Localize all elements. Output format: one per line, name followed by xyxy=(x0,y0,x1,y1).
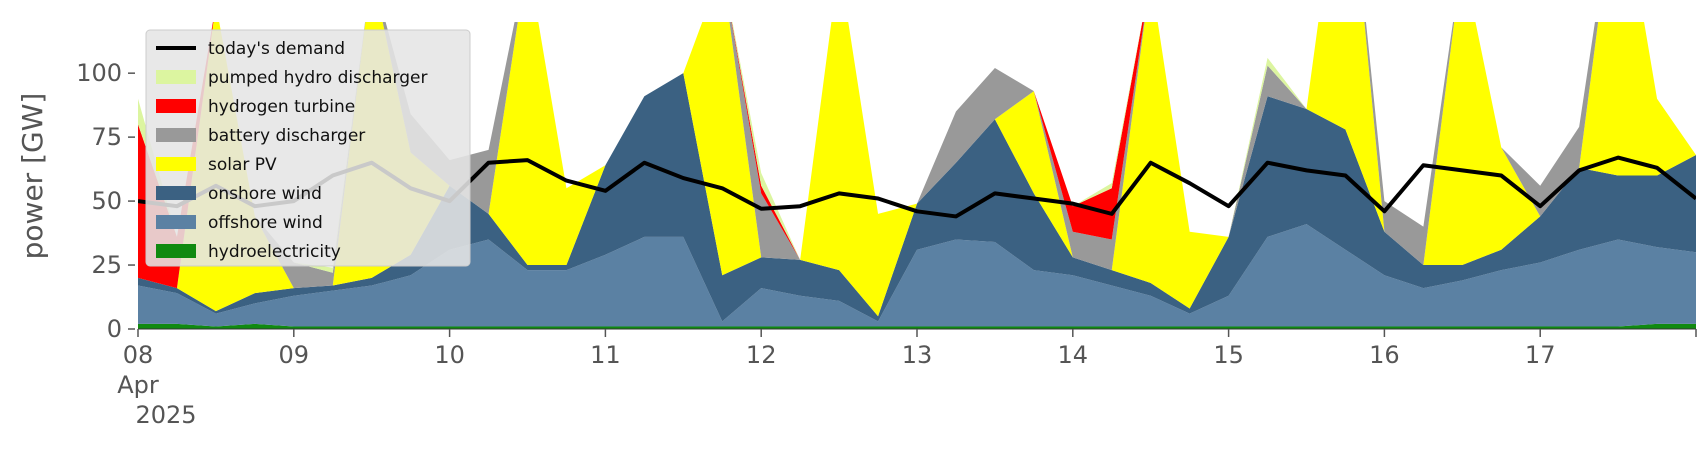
legend-swatch-battery-discharger xyxy=(156,128,196,142)
x-tick-label: 16 xyxy=(1369,341,1400,369)
legend-swatch-offshore-wind xyxy=(156,215,196,229)
x-tick-label: 10 xyxy=(434,341,465,369)
area-hydroelectricity xyxy=(138,323,1696,329)
legend-label-battery-discharger: battery discharger xyxy=(208,126,365,146)
y-tick-label: 100 xyxy=(76,59,122,87)
y-tick-label: 25 xyxy=(91,251,122,279)
legend: today's demand pumped hydro discharger hyd… xyxy=(145,29,471,267)
x-tick-month-label: Apr xyxy=(117,371,159,399)
area-offshore-wind xyxy=(138,224,1696,327)
x-tick-label: 17 xyxy=(1525,341,1556,369)
x-tick-label: 14 xyxy=(1058,341,1089,369)
legend-label-hydroelectricity: hydroelectricity xyxy=(208,242,341,262)
area-solar-pv xyxy=(138,22,1696,317)
y-tick-label: 50 xyxy=(91,187,122,215)
y-tick-label: 75 xyxy=(91,123,122,151)
legend-box xyxy=(145,29,471,267)
legend-label-onshore-wind: onshore wind xyxy=(208,184,322,204)
legend-label-today-s-demand: today's demand xyxy=(208,39,345,59)
legend-swatch-hydrogen-turbine xyxy=(156,99,196,113)
legend-label-solar-pv: solar PV xyxy=(208,155,277,175)
x-tick-label: 12 xyxy=(746,341,777,369)
y-ticks: 0 25 50 75 100 xyxy=(76,59,135,343)
y-axis-title: power [GW] xyxy=(16,93,49,260)
legend-swatch-hydroelectricity xyxy=(156,244,196,258)
legend-swatch-onshore-wind xyxy=(156,186,196,200)
x-tick-label: 09 xyxy=(279,341,310,369)
legend-label-pumped-hydro-discharger: pumped hydro discharger xyxy=(208,68,427,88)
x-tick-label: 15 xyxy=(1213,341,1244,369)
legend-label-offshore-wind: offshore wind xyxy=(208,213,323,233)
legend-label-hydrogen-turbine: hydrogen turbine xyxy=(208,97,355,117)
y-tick-label: 0 xyxy=(107,315,122,343)
x-tick-year-label: 2025 xyxy=(135,401,196,429)
x-tick-label: 08 xyxy=(123,341,154,369)
stacked-areas xyxy=(138,22,1696,329)
x-tick-label: 11 xyxy=(590,341,621,369)
x-tick-label: 13 xyxy=(902,341,933,369)
area-onshore-wind xyxy=(138,73,1696,322)
legend-swatch-solar-pv xyxy=(156,157,196,171)
legend-swatch-pumped-hydro-discharger xyxy=(156,70,196,84)
